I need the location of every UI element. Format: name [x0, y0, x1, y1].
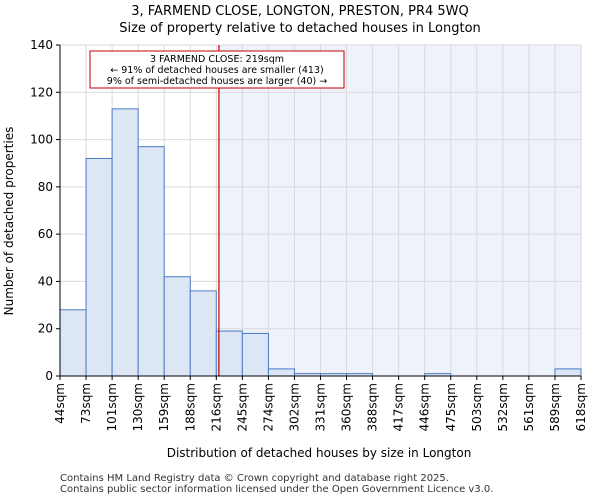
- histogram-bar: [554, 368, 582, 377]
- x-tick-label: 618sqm: [574, 383, 588, 431]
- x-tick-label: 73sqm: [79, 383, 93, 424]
- footer-line-2: Contains public sector information licen…: [60, 484, 494, 495]
- y-tick-label: 80: [38, 180, 53, 194]
- y-tick-label: 100: [30, 133, 53, 147]
- x-tick-label: 532sqm: [496, 383, 510, 431]
- marker-annotation: 3 FARMEND CLOSE: 219sqm ← 91% of detache…: [89, 50, 345, 89]
- x-tick-label: 274sqm: [261, 383, 275, 431]
- y-tick-label: 120: [30, 85, 53, 99]
- x-tick-label: 475sqm: [444, 383, 458, 431]
- x-tick-label: 188sqm: [183, 383, 197, 431]
- y-tick-label: 140: [30, 38, 53, 52]
- y-axis-label: Number of detached properties: [2, 127, 16, 316]
- annotation-line-3: 9% of semi-detached houses are larger (4…: [107, 76, 327, 87]
- x-tick-label: 360sqm: [340, 383, 354, 431]
- y-tick-label: 20: [38, 322, 53, 336]
- histogram-bar: [215, 330, 243, 377]
- histogram-bar: [85, 157, 113, 377]
- x-tick-label: 245sqm: [235, 383, 249, 431]
- chart-title: 3, FARMEND CLOSE, LONGTON, PRESTON, PR4 …: [131, 4, 469, 19]
- chart-subtitle: Size of property relative to detached ho…: [119, 21, 481, 36]
- histogram-bar: [111, 108, 139, 377]
- annotation-line-2: ← 91% of detached houses are smaller (41…: [110, 65, 323, 76]
- x-tick-label: 589sqm: [548, 383, 562, 431]
- x-tick-label: 331sqm: [314, 383, 328, 431]
- x-tick-label: 561sqm: [522, 383, 536, 431]
- x-tick-label: 216sqm: [209, 383, 223, 431]
- x-tick-label: 159sqm: [157, 383, 171, 431]
- histogram-bar: [267, 368, 295, 377]
- larger-region-shading: [218, 45, 581, 376]
- annotation-box: [89, 50, 345, 89]
- x-tick-label: 417sqm: [392, 383, 406, 431]
- x-axis-label: Distribution of detached houses by size …: [167, 446, 472, 460]
- y-tick-label: 0: [45, 369, 53, 383]
- x-tick-label: 44sqm: [53, 383, 67, 424]
- x-tick-label: 130sqm: [131, 383, 145, 431]
- histogram-bar: [189, 290, 217, 377]
- x-tick-label: 302sqm: [287, 383, 301, 431]
- x-tick-label: 446sqm: [418, 383, 432, 431]
- histogram-bar: [241, 332, 269, 377]
- x-tick-label: 101sqm: [105, 383, 119, 431]
- x-tick-label: 388sqm: [366, 383, 380, 431]
- y-tick-label: 40: [38, 274, 53, 288]
- histogram-bar: [137, 146, 165, 377]
- histogram-bar: [59, 309, 87, 377]
- footer-line-1: Contains HM Land Registry data © Crown c…: [60, 473, 449, 484]
- x-tick-label: 503sqm: [470, 383, 484, 431]
- annotation-line-1: 3 FARMEND CLOSE: 219sqm: [150, 54, 284, 65]
- y-tick-label: 60: [38, 227, 53, 241]
- histogram-bar: [163, 276, 191, 377]
